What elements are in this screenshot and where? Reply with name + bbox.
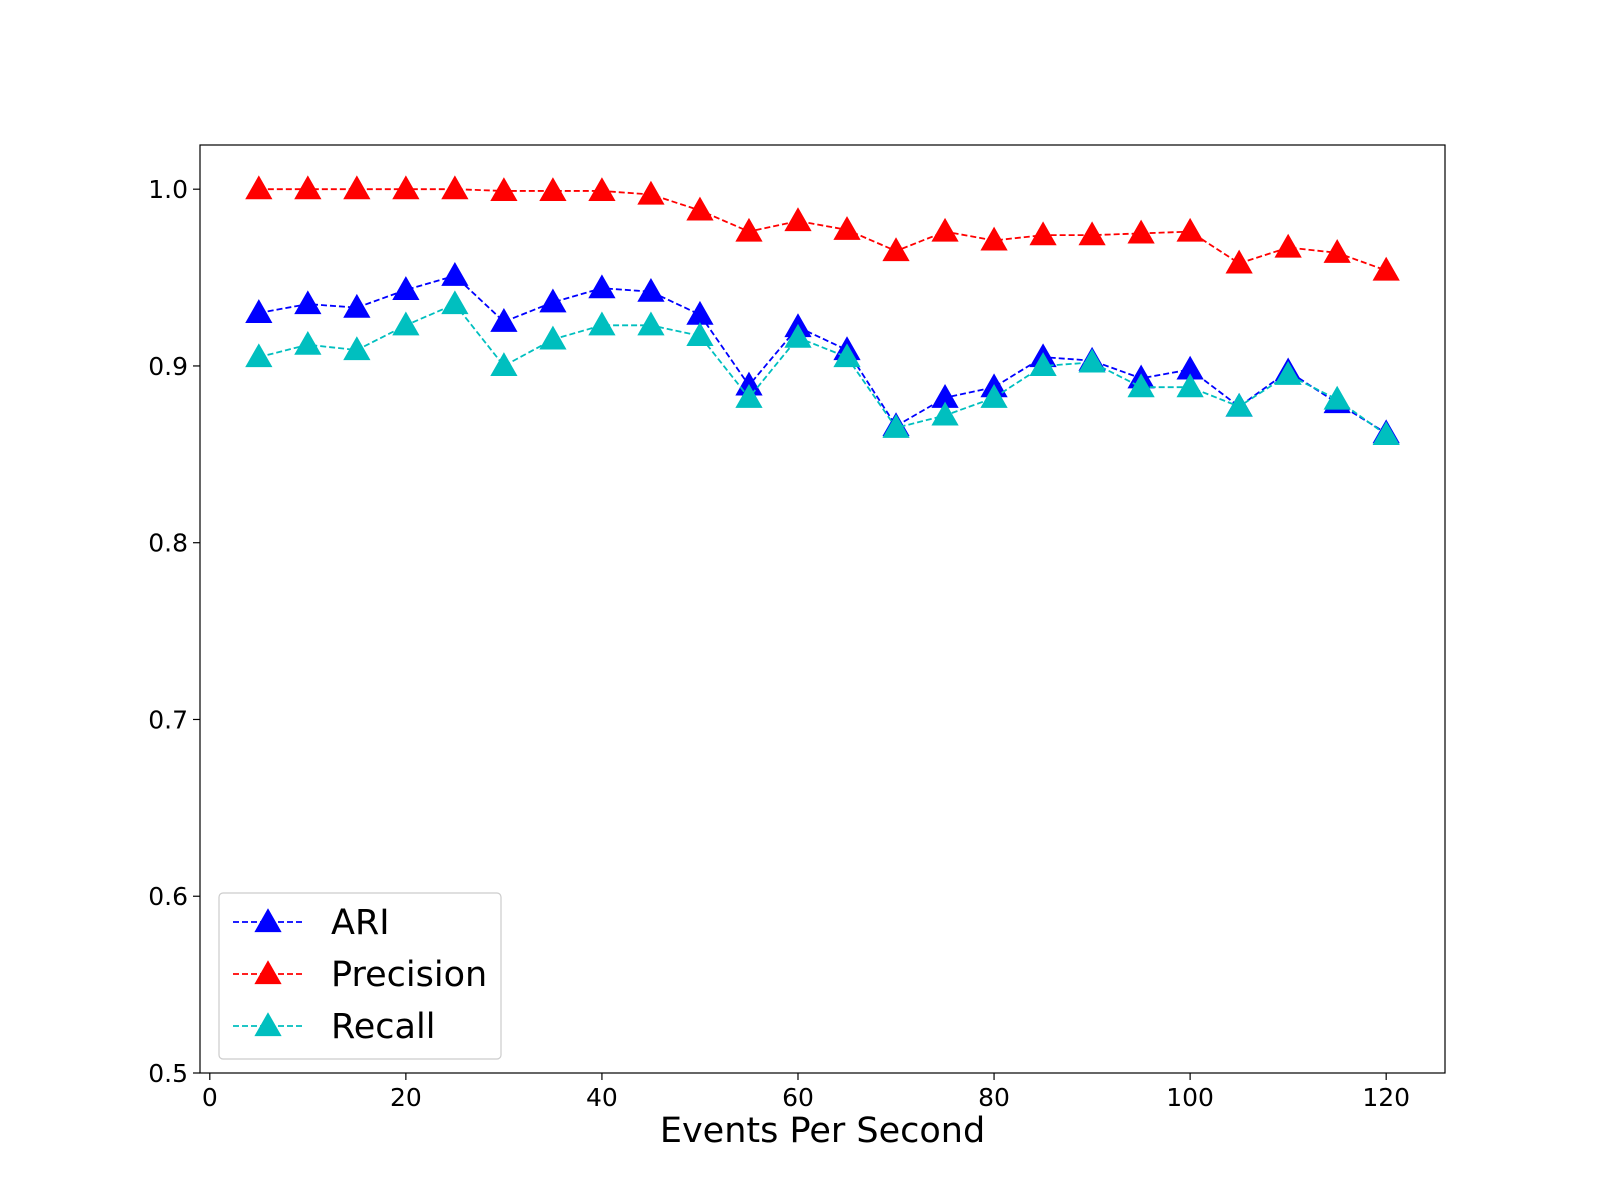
x-axis: 0 20 40 60 80 100 120 [202,1073,1410,1112]
legend-marker-precision [254,960,282,985]
point-recall [686,322,714,346]
point-recall [1372,421,1400,445]
x-tick-label: 80 [978,1083,1010,1112]
point-recall [1225,392,1253,417]
y-tick-label: 0.9 [148,352,188,381]
point-precision [784,207,812,232]
point-precision [294,175,322,200]
point-recall [735,384,763,408]
legend-label-recall: Recall [331,1007,435,1047]
plot-area [245,175,1400,445]
point-recall [245,343,273,368]
point-precision [1323,239,1351,263]
y-tick-label: 0.7 [148,705,188,734]
point-precision [1029,221,1057,246]
point-precision [392,175,420,200]
point-ari [588,274,616,299]
point-recall [833,343,861,368]
x-tick-label: 0 [202,1083,218,1112]
point-ari [245,299,273,323]
point-recall [294,330,322,355]
series-precision [245,175,1400,281]
y-tick-label: 1.0 [148,175,188,204]
point-ari [637,277,665,302]
point-recall [980,384,1008,408]
point-precision [1078,221,1106,246]
point-recall [441,290,469,315]
point-precision [539,177,567,202]
legend-item-recall: Recall [233,1007,435,1047]
point-precision [686,196,714,221]
point-precision [588,177,616,202]
x-tick-label: 60 [782,1083,814,1112]
point-precision [735,217,763,242]
point-recall [343,336,371,361]
point-recall [490,352,518,377]
point-precision [1225,249,1253,274]
point-ari [294,290,322,315]
point-recall [784,323,812,348]
point-recall [539,325,567,350]
point-recall [392,311,420,336]
x-tick-label: 100 [1166,1083,1214,1112]
point-precision [1372,256,1400,281]
point-recall [882,414,910,438]
point-precision [980,226,1008,251]
point-precision [882,237,910,262]
y-tick-label: 0.5 [148,1059,188,1088]
point-recall [1029,352,1057,377]
point-precision [1176,217,1204,242]
y-tick-label: 0.6 [148,882,188,911]
point-precision [637,180,665,205]
point-recall [1176,373,1204,398]
point-precision [441,175,469,200]
point-ari [343,293,371,318]
point-precision [245,175,273,200]
point-ari [490,307,518,332]
plot-frame [199,144,1446,1074]
legend-label-ari: ARI [331,903,390,943]
point-ari [539,288,567,313]
point-precision [490,177,518,202]
point-precision [1274,233,1302,258]
point-ari [392,276,420,301]
x-axis-label: Events Per Second [660,1111,985,1151]
y-axis: 0.5 0.6 0.7 0.8 0.9 1.0 [148,175,200,1088]
point-ari [441,262,469,286]
legend-box [218,892,502,1060]
x-tick-label: 120 [1362,1083,1410,1112]
point-precision [931,217,959,242]
legend-label-precision: Precision [331,955,487,995]
point-recall [1323,385,1351,410]
point-recall [1274,361,1302,385]
point-recall [1078,348,1106,373]
point-precision [343,175,371,200]
legend-item-precision: Precision [233,955,487,995]
x-tick-label: 40 [586,1083,618,1112]
point-recall [931,401,959,426]
legend: ARI Precision Recall [218,892,502,1060]
x-tick-label: 20 [390,1083,422,1112]
series-recall [245,290,1400,445]
point-precision [833,216,861,240]
point-recall [588,311,616,336]
point-precision [1127,219,1155,244]
point-recall [1127,373,1155,398]
point-recall [637,311,665,336]
legend-marker-ari [254,908,282,933]
legend-marker-recall [254,1012,282,1037]
legend-item-ari: ARI [233,903,390,943]
y-tick-label: 0.8 [148,529,188,558]
